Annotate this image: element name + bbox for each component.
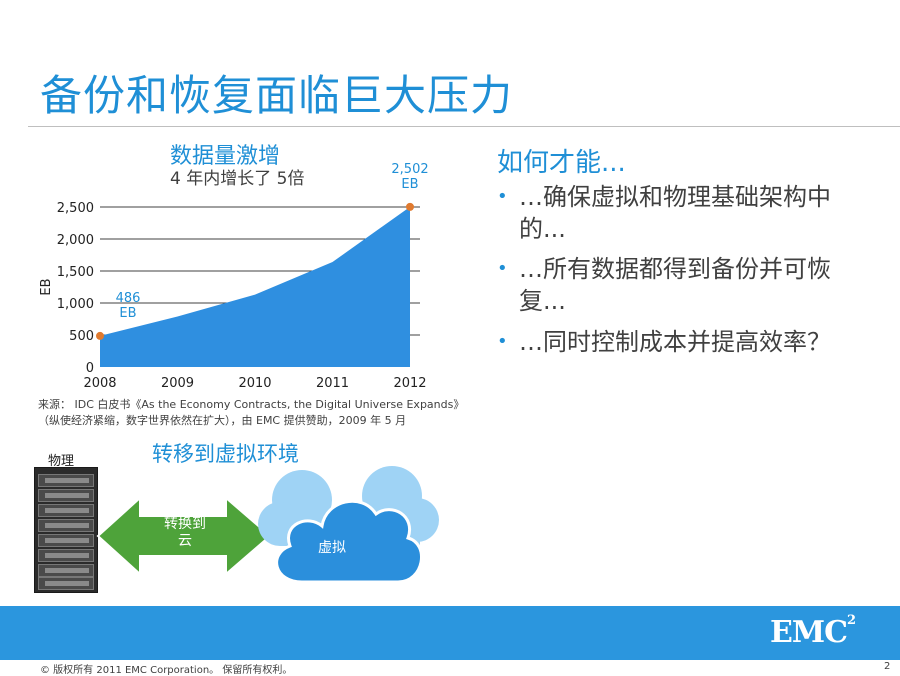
arrow-label-line-1: 转换到 bbox=[164, 516, 206, 532]
copyright-notice: © 版权所有 2011 EMC Corporation。 保留所有权利。 bbox=[40, 665, 293, 676]
rack-unit bbox=[38, 534, 94, 547]
bullet-text: …同时控制成本并提高效率？ bbox=[519, 328, 831, 356]
bullet-text: …所有数据都得到备份并可恢复... bbox=[519, 255, 831, 315]
bullet-item: • …同时控制成本并提高效率？ bbox=[497, 326, 867, 358]
cloud-label: 虚拟 bbox=[318, 540, 346, 556]
y-tick-label: 2,500 bbox=[57, 201, 94, 216]
rack-unit bbox=[38, 549, 94, 562]
source-line-2: （纵使经济紧缩，数字世界依然在扩大），由 EMC 提供赞助，2009 年 5 月 bbox=[38, 414, 407, 427]
bullet-dot-icon: • bbox=[497, 331, 508, 352]
arrow-label: 转换到 云 bbox=[150, 516, 220, 550]
rack-unit bbox=[38, 489, 94, 502]
data-growth-chart: 0 500 1,000 1,500 2,000 2,500 EB 2008 2009 2010 20… bbox=[39, 162, 429, 391]
series-area bbox=[100, 206, 410, 367]
footer-band bbox=[0, 606, 900, 660]
y-axis-label: EB bbox=[39, 278, 54, 295]
data-label-value: 486 bbox=[116, 291, 141, 306]
title-divider bbox=[28, 126, 900, 127]
arrow-label-line-2: 云 bbox=[178, 533, 192, 549]
physical-label: 物理 bbox=[48, 454, 75, 469]
x-tick-label: 2012 bbox=[393, 376, 426, 391]
data-point-marker bbox=[406, 202, 414, 211]
bullet-dot-icon: • bbox=[497, 186, 508, 207]
x-tick-label: 2009 bbox=[161, 376, 194, 391]
data-point-marker bbox=[96, 331, 104, 340]
cloud-icon bbox=[258, 466, 439, 584]
migration-title: 转移到虚拟环境 bbox=[152, 442, 299, 466]
page-number: 2 bbox=[884, 661, 891, 672]
server-rack-icon bbox=[34, 467, 98, 593]
rack-unit bbox=[38, 519, 94, 532]
source-line-1: 来源： IDC 白皮书《As the Economy Contracts, th… bbox=[38, 398, 465, 411]
y-tick-label: 1,000 bbox=[57, 297, 94, 312]
data-label-value: 2,502 bbox=[391, 162, 428, 177]
logo-superscript: 2 bbox=[846, 613, 856, 628]
chart-subheading: 4 年内增长了 5倍 bbox=[170, 169, 305, 189]
emc-logo: EMC2 bbox=[770, 613, 856, 650]
rack-unit bbox=[38, 504, 94, 517]
y-tick-label: 1,500 bbox=[57, 265, 94, 280]
data-label-unit: EB bbox=[119, 306, 136, 321]
data-label-unit: EB bbox=[401, 177, 418, 192]
bullet-item: • …所有数据都得到备份并可恢复... bbox=[497, 253, 867, 317]
slide-title: 备份和恢复面临巨大压力 bbox=[40, 71, 514, 120]
bullet-item: • …确保虚拟和物理基础架构中的... bbox=[497, 181, 867, 245]
bullet-dot-icon: • bbox=[497, 258, 508, 279]
y-tick-label: 0 bbox=[86, 361, 94, 376]
rack-unit bbox=[38, 577, 94, 590]
x-tick-label: 2008 bbox=[83, 376, 116, 391]
x-tick-label: 2010 bbox=[238, 376, 271, 391]
chart-heading: 数据量激增 bbox=[170, 144, 281, 169]
bullet-text: …确保虚拟和物理基础架构中的... bbox=[519, 183, 831, 243]
y-tick-label: 2,000 bbox=[57, 233, 94, 248]
y-tick-label: 500 bbox=[69, 329, 94, 344]
rack-unit bbox=[38, 474, 94, 487]
right-heading: 如何才能... bbox=[497, 148, 626, 178]
x-tick-label: 2011 bbox=[316, 376, 349, 391]
logo-text: EMC bbox=[770, 615, 848, 650]
rack-unit bbox=[38, 564, 94, 577]
